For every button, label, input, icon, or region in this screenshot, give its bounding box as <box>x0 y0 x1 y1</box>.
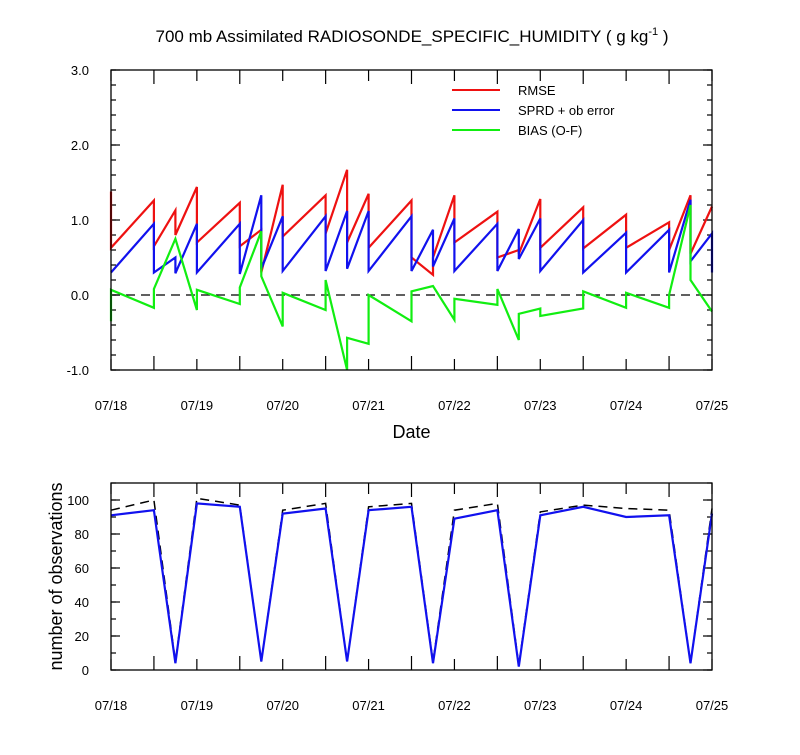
x-tick-label: 07/24 <box>610 698 643 713</box>
x-tick-label: 07/23 <box>524 698 557 713</box>
y-tick-label: 100 <box>67 493 89 508</box>
top-plot-frame <box>110 69 713 371</box>
y-tick-label: 3.0 <box>71 63 89 78</box>
legend: RMSE SPRD + ob error BIAS (O-F) <box>452 83 615 138</box>
x-axis-title: Date <box>392 422 430 442</box>
chart-title-units-close: ) <box>658 27 668 46</box>
y-tick-label: 0.0 <box>71 288 89 303</box>
y-tick-label: 0 <box>82 663 89 678</box>
y-axis-title: number of observations <box>46 482 66 670</box>
y-tick-label: 40 <box>75 595 89 610</box>
top-panel: 07/18 07/19 07/20 07/21 07/22 07/23 07/24 07/25… <box>67 63 729 442</box>
x-tick-label: 07/24 <box>610 398 643 413</box>
top-series <box>109 169 714 371</box>
x-tick-label: 07/18 <box>95 698 128 713</box>
x-tick-label: 07/21 <box>352 698 385 713</box>
x-tick-label: 07/20 <box>266 398 299 413</box>
series-line-bias-o-f <box>109 204 713 371</box>
series-line-observations-assimilated <box>110 502 714 667</box>
legend-label-rmse: RMSE <box>518 83 556 98</box>
chart-title-main: 700 mb Assimilated RADIOSONDE_SPECIFIC_H… <box>155 27 601 46</box>
bottom-series <box>110 497 714 667</box>
x-tick-label: 07/22 <box>438 698 471 713</box>
legend-label-bias-o-f: BIAS (O-F) <box>518 123 582 138</box>
chart-title-units-exponent: -1 <box>648 26 658 38</box>
chart-title-units: ( g kg <box>606 27 649 46</box>
chart-title: 700 mb Assimilated RADIOSONDE_SPECIFIC_H… <box>155 26 668 46</box>
x-tick-label: 07/20 <box>266 698 299 713</box>
legend-label-sprd-ob-error: SPRD + ob error <box>518 103 615 118</box>
bottom-x-tick-labels: 07/18 07/19 07/20 07/21 07/22 07/23 07/24 07/25 <box>95 698 729 713</box>
x-tick-label: 07/21 <box>352 398 385 413</box>
x-tick-label: 07/19 <box>181 398 214 413</box>
series-line-observations-possible <box>110 497 713 666</box>
x-tick-label: 07/25 <box>696 398 729 413</box>
x-tick-label: 07/23 <box>524 398 557 413</box>
x-tick-label: 07/22 <box>438 398 471 413</box>
y-tick-label: 20 <box>75 629 89 644</box>
top-x-tick-labels: 07/18 07/19 07/20 07/21 07/22 07/23 07/24 07/25 <box>95 398 729 413</box>
series-line-sprd-ob-error <box>110 195 714 276</box>
y-tick-label: 80 <box>75 527 89 542</box>
x-tick-label: 07/19 <box>181 698 214 713</box>
y-tick-label: 1.0 <box>71 213 89 228</box>
x-tick-label: 07/25 <box>696 698 729 713</box>
bottom-panel: 07/18 07/19 07/20 07/21 07/22 07/23 07/24 07/25… <box>46 482 728 713</box>
bottom-plot-frame <box>110 482 713 671</box>
y-tick-label: 2.0 <box>71 138 89 153</box>
bottom-y-tick-labels: 0 20 40 60 80 100 <box>67 493 89 678</box>
y-tick-label: 60 <box>75 561 89 576</box>
x-tick-label: 07/18 <box>95 398 128 413</box>
top-y-tick-labels: -1.0 0.0 1.0 2.0 3.0 <box>67 63 89 378</box>
y-tick-label: -1.0 <box>67 363 89 378</box>
